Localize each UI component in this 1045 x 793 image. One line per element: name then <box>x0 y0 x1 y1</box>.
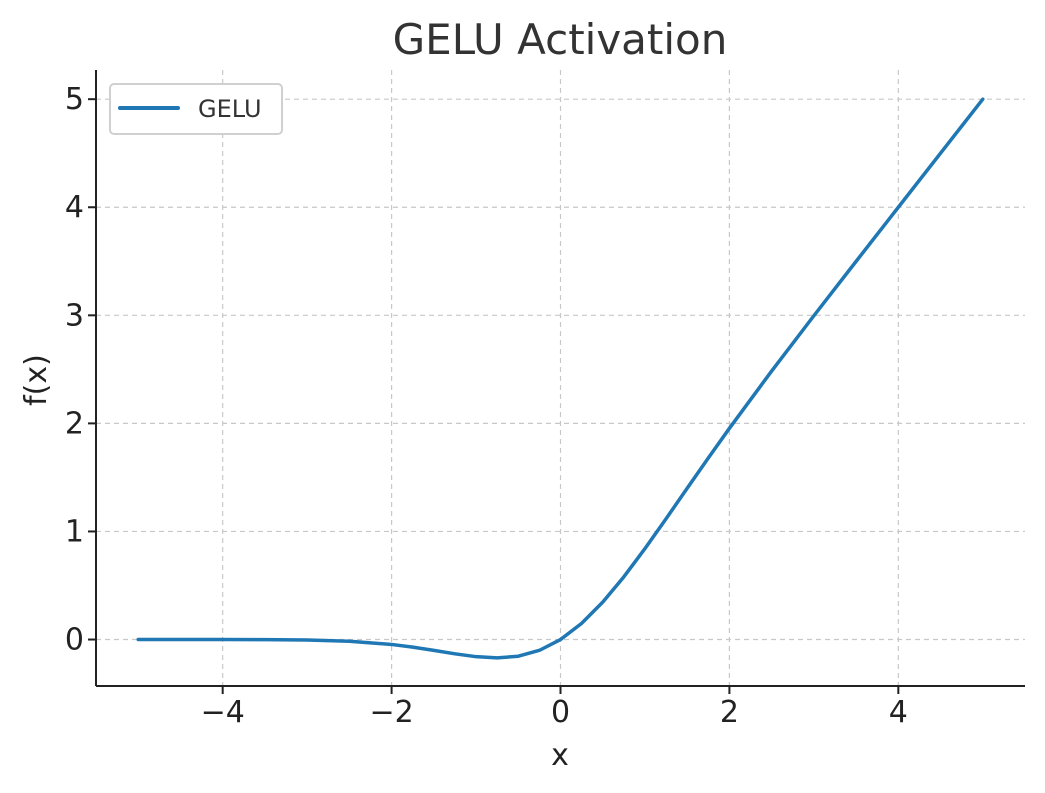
chart-title: GELU Activation <box>393 15 728 64</box>
x-tick-label: 0 <box>551 695 570 730</box>
series-layer <box>136 97 985 660</box>
y-tick-label: 1 <box>65 514 84 549</box>
x-tick-label: −4 <box>201 695 245 730</box>
y-tick-label: 5 <box>65 82 84 117</box>
y-axis-label: f(x) <box>19 354 54 406</box>
grid <box>96 70 1025 686</box>
legend-label-gelu: GELU <box>198 95 262 123</box>
series-line-gelu <box>136 97 985 660</box>
legend-box <box>109 83 283 135</box>
x-axis-ticks: −4 −2 0 2 4 <box>201 686 908 730</box>
y-axis-ticks: 0 1 2 3 4 5 <box>65 82 96 658</box>
y-tick-label: 3 <box>65 298 84 333</box>
x-tick-label: −2 <box>369 695 413 730</box>
legend: GELU <box>109 83 283 135</box>
y-tick-label: 2 <box>65 406 84 441</box>
y-tick-label: 4 <box>65 190 84 225</box>
x-tick-label: 2 <box>720 695 739 730</box>
y-tick-label: 0 <box>65 623 84 658</box>
x-axis-label: x <box>551 738 569 773</box>
x-tick-label: 4 <box>889 695 908 730</box>
